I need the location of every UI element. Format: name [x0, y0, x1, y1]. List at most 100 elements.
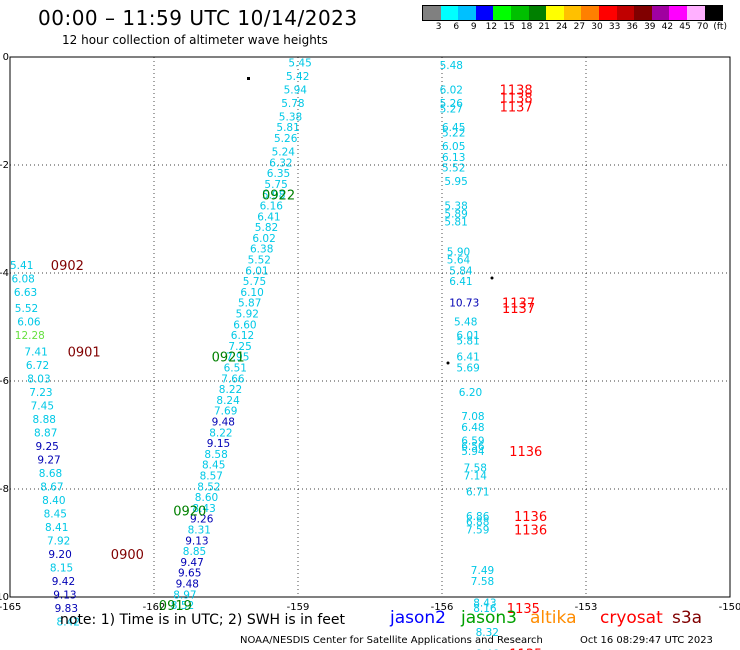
wave-height-label: 7.95 [226, 352, 249, 364]
color-scale-label: 30 [591, 22, 603, 32]
color-swatch [440, 6, 459, 20]
wave-height-label: 6.60 [233, 319, 256, 331]
wave-height-label: 9.42 [52, 576, 75, 588]
color-scale-label: 70 [696, 22, 709, 32]
pass-time-label: 0919 [159, 599, 192, 614]
wave-height-label: 6.35 [267, 168, 290, 180]
pass-time-label: 1137 [502, 302, 535, 317]
wave-height-label: 5.22 [442, 128, 465, 140]
wave-height-label: 8.60 [195, 492, 218, 504]
wave-height-label: 6.08 [11, 273, 34, 285]
wave-height-label: 7.08 [461, 411, 484, 423]
wave-height-label: 8.57 [200, 471, 223, 483]
wave-height-label: 7.58 [464, 462, 487, 474]
color-swatch [546, 6, 564, 20]
footer-credit: NOAA/NESDIS Center for Satellite Applica… [240, 635, 543, 646]
wave-height-label: 5.38 [444, 201, 467, 213]
color-scale [422, 5, 724, 21]
wave-height-label: 8.40 [42, 495, 65, 507]
wave-height-label: 9.13 [53, 589, 76, 601]
wave-height-label: 5.38 [279, 111, 302, 123]
satellite-jason3: jason3 [461, 608, 517, 628]
wave-height-label: 6.41 [456, 352, 479, 364]
wave-height-label: 5.95 [444, 176, 467, 188]
color-swatch [458, 6, 476, 20]
satellite-s3a: s3a [672, 608, 703, 628]
color-swatch [598, 6, 617, 20]
x-tick-label: -159 [287, 602, 310, 613]
pass-time-label: 1137 [500, 101, 533, 116]
color-swatch [475, 6, 494, 20]
wave-height-label: 6.05 [442, 141, 465, 153]
wave-height-label: 8.31 [188, 525, 211, 537]
x-tick-label: -162 [143, 602, 166, 613]
wave-height-label: 5.98 [262, 190, 285, 202]
wave-height-label: 5.89 [444, 209, 467, 221]
x-tick-label: -156 [431, 602, 454, 613]
wave-height-label: 7.14 [464, 471, 488, 483]
y-tick-label: -10 [0, 592, 9, 603]
wave-height-label: 7.69 [214, 406, 237, 418]
wave-height-label: 8.85 [183, 546, 206, 558]
wave-height-label: 5.48 [440, 60, 463, 72]
wave-height-label: 6.12 [231, 330, 254, 342]
satellite-altika: altika [530, 608, 577, 628]
wave-height-label: 5.26 [440, 98, 464, 110]
wave-height-label: 8.42 [57, 616, 80, 628]
wave-height-label: 9.26 [190, 514, 214, 526]
wave-height-label: 9.13 [185, 535, 208, 547]
wave-height-label: 5.87 [238, 298, 261, 310]
page-title: 00:00 – 11:59 UTC 10/14/2023 [38, 6, 358, 30]
wave-height-label: 6.88 [466, 516, 489, 528]
wave-height-label: 5.48 [454, 317, 477, 329]
wave-height-label: 8.22 [219, 384, 242, 396]
color-scale-label: (ft) [713, 22, 727, 32]
wave-height-label: 8.22 [209, 427, 232, 439]
wave-height-label: 6.16 [260, 201, 284, 213]
wave-height-label: 6.48 [461, 422, 484, 434]
wave-height-label: 9.65 [178, 568, 201, 580]
wave-height-label: 7.23 [29, 387, 52, 399]
wave-height-label: 6.51 [224, 363, 247, 375]
note-text: note: 1) Time is in UTC; 2) SWH is in fe… [60, 612, 346, 628]
color-swatch [686, 6, 705, 20]
wave-height-label: 6.20 [459, 387, 482, 399]
wave-height-label: 6.38 [250, 244, 273, 256]
map-frame [9, 56, 731, 598]
wave-height-label: 8.03 [27, 373, 50, 385]
wave-height-label: 7.58 [471, 576, 494, 588]
wave-height-label: 6.45 [442, 122, 465, 134]
wave-height-label: 5.75 [243, 276, 266, 288]
wave-height-label: 7.59 [466, 525, 489, 537]
wave-height-label: 8.97 [173, 589, 196, 601]
wave-height-label: 9.27 [37, 454, 60, 466]
wave-height-label: 7.25 [228, 341, 251, 353]
pass-time-label: 0922 [262, 189, 295, 204]
color-scale-label: 33 [608, 22, 621, 32]
color-swatch [651, 6, 670, 20]
wave-height-label: 5.42 [286, 71, 309, 83]
color-swatch [563, 6, 582, 20]
color-scale-label: 3 [435, 22, 442, 32]
color-scale-label: 45 [679, 22, 691, 32]
pass-time-label: 1137 [502, 297, 535, 312]
wave-height-label: 7.41 [24, 346, 47, 358]
color-swatch [493, 6, 511, 20]
wave-height-label: 5.81 [444, 217, 467, 229]
island-marker [490, 276, 494, 280]
wave-height-label: 8.45 [202, 460, 225, 472]
y-tick-label: -2 [0, 160, 9, 171]
wave-height-label: 8.46 [476, 649, 500, 650]
pass-time-label: 1136 [509, 445, 542, 460]
wave-height-label: 8.52 [171, 600, 194, 612]
wave-height-label: 8.58 [204, 449, 227, 461]
pass-time-label: 0900 [111, 548, 144, 563]
wave-height-label: 6.01 [456, 330, 479, 342]
wave-height-label: 5.78 [281, 98, 304, 110]
wave-height-label: 8.52 [197, 481, 220, 493]
wave-height-label: 6.13 [442, 152, 465, 164]
color-scale-label: 18 [520, 22, 533, 32]
wave-height-label: 5.52 [442, 163, 465, 175]
wave-height-label: 6.86 [466, 511, 490, 523]
